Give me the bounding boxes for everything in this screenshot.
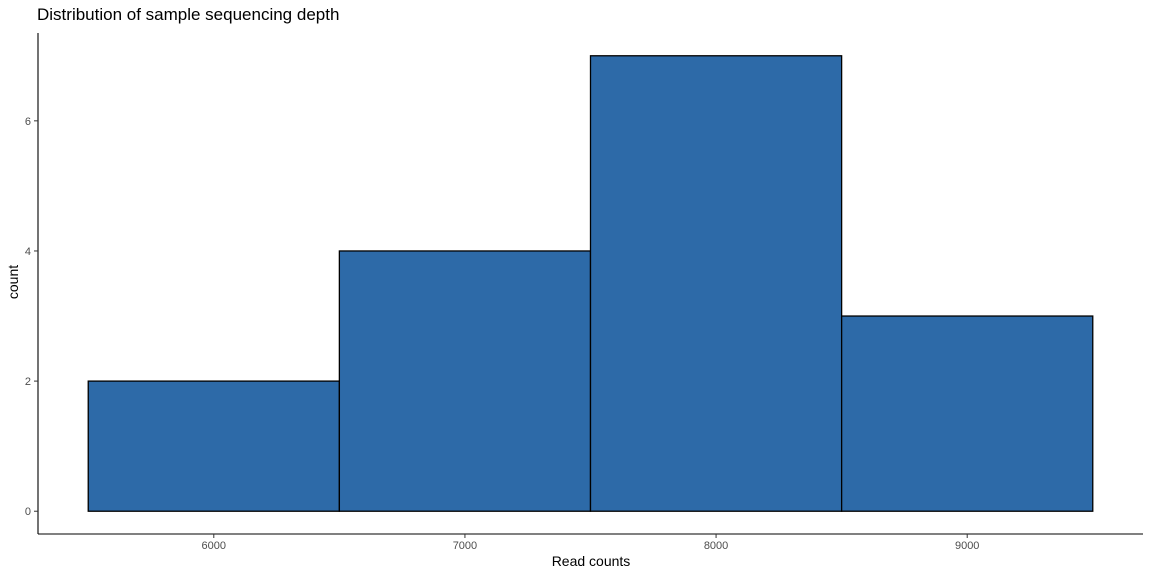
x-tick-label: 9000 xyxy=(955,540,979,552)
histogram-bar-2 xyxy=(338,250,592,512)
x-axis-title: Read counts xyxy=(552,553,631,569)
histogram-bar-3 xyxy=(589,55,843,512)
x-tick-label: 7000 xyxy=(453,540,477,552)
y-tick-label: 6 xyxy=(25,116,31,128)
histogram-bar-1 xyxy=(87,380,341,512)
histogram-bar-4 xyxy=(840,315,1094,512)
y-axis-title: count xyxy=(5,265,21,299)
chart-title: Distribution of sample sequencing depth xyxy=(37,5,339,24)
axes-group: 0 2 4 6 6000 7000 8000 9000 xyxy=(25,33,1143,552)
x-tick-label: 6000 xyxy=(202,540,226,552)
y-tick-label: 2 xyxy=(25,376,31,388)
x-tick-label: 8000 xyxy=(704,540,728,552)
y-tick-label: 4 xyxy=(25,246,31,258)
y-tick-label: 0 xyxy=(25,506,31,518)
bars-group xyxy=(87,55,1094,512)
